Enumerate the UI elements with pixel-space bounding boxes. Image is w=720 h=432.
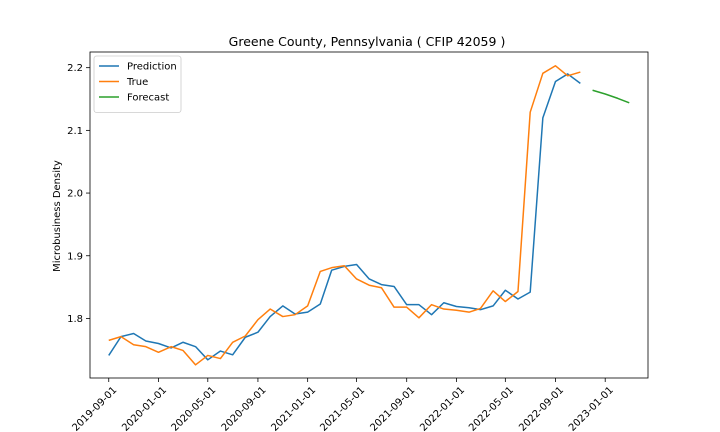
legend-label: Prediction bbox=[127, 62, 177, 73]
legend-label: Forecast bbox=[127, 93, 169, 104]
chart-title: Greene County, Pennsylvania ( CFIP 42059… bbox=[229, 34, 506, 49]
y-axis-label: Microbusiness Density bbox=[52, 160, 63, 272]
series-line-true bbox=[108, 65, 581, 366]
y-tick-label: 2.0 bbox=[67, 189, 83, 200]
axes-frame bbox=[89, 51, 649, 379]
series-line-forecast bbox=[592, 89, 630, 104]
legend: Prediction True Forecast bbox=[93, 55, 182, 113]
y-tick-label: 2.2 bbox=[67, 63, 83, 74]
legend-box bbox=[93, 55, 182, 113]
y-tick-label: 1.9 bbox=[67, 251, 83, 262]
y-tick-label: 1.8 bbox=[67, 314, 83, 325]
legend-label: True bbox=[126, 77, 148, 88]
y-tick-label: 2.1 bbox=[67, 126, 83, 137]
